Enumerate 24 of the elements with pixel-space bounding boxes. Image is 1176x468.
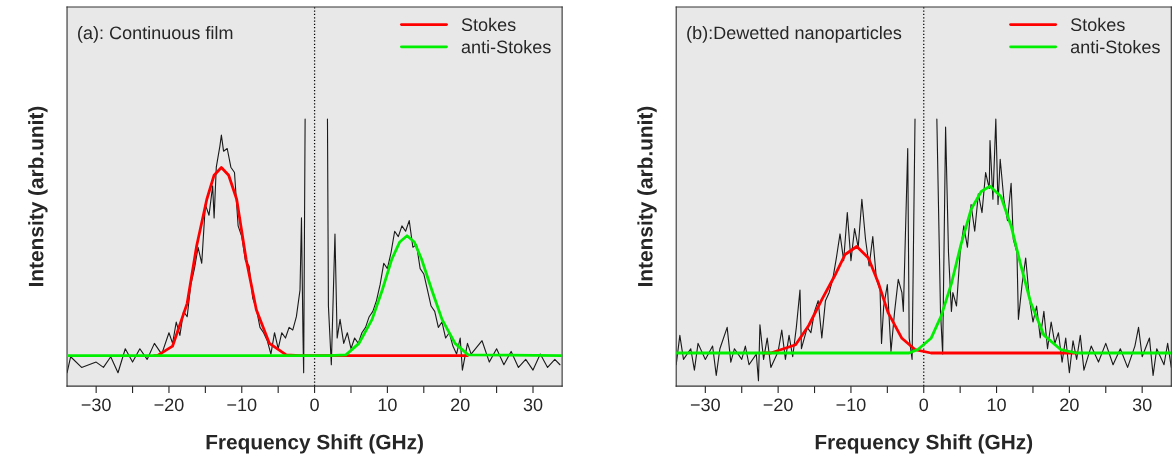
legend-label: Stokes bbox=[461, 17, 516, 32]
x-tick-label: −10 bbox=[227, 398, 257, 412]
x-tick-label: 10 bbox=[378, 398, 397, 412]
x-tick-label: −20 bbox=[154, 398, 184, 412]
legend-label: anti-Stokes bbox=[461, 40, 551, 54]
x-axis-title: Frequency Shift (GHz) bbox=[815, 434, 1033, 454]
x-tick-label: 0 bbox=[310, 398, 319, 412]
x-tick-label: −10 bbox=[836, 398, 866, 412]
x-tick-label: 20 bbox=[1060, 398, 1079, 412]
legend-label: Stokes bbox=[1070, 17, 1125, 32]
x-axis-title: Frequency Shift (GHz) bbox=[206, 434, 423, 454]
x-tick-label: −30 bbox=[690, 398, 720, 412]
x-tick-label: 30 bbox=[1132, 398, 1152, 412]
y-axis-title: Intensity (arb.unit) bbox=[28, 106, 48, 287]
legend-label: anti-Stokes bbox=[1070, 40, 1160, 54]
x-tick-label: −20 bbox=[763, 398, 793, 412]
x-tick-label: 0 bbox=[919, 398, 929, 412]
x-tick-label: 30 bbox=[523, 398, 543, 412]
x-tick-label: −30 bbox=[81, 398, 111, 412]
y-axis-title: Intensity (arb.unit) bbox=[637, 106, 657, 287]
text: (b):Dewetted nanoparticles bbox=[687, 25, 902, 43]
x-tick-label: 10 bbox=[987, 398, 1006, 412]
x-tick-label: 20 bbox=[451, 398, 470, 412]
text: (a): Continuous film bbox=[78, 25, 233, 43]
